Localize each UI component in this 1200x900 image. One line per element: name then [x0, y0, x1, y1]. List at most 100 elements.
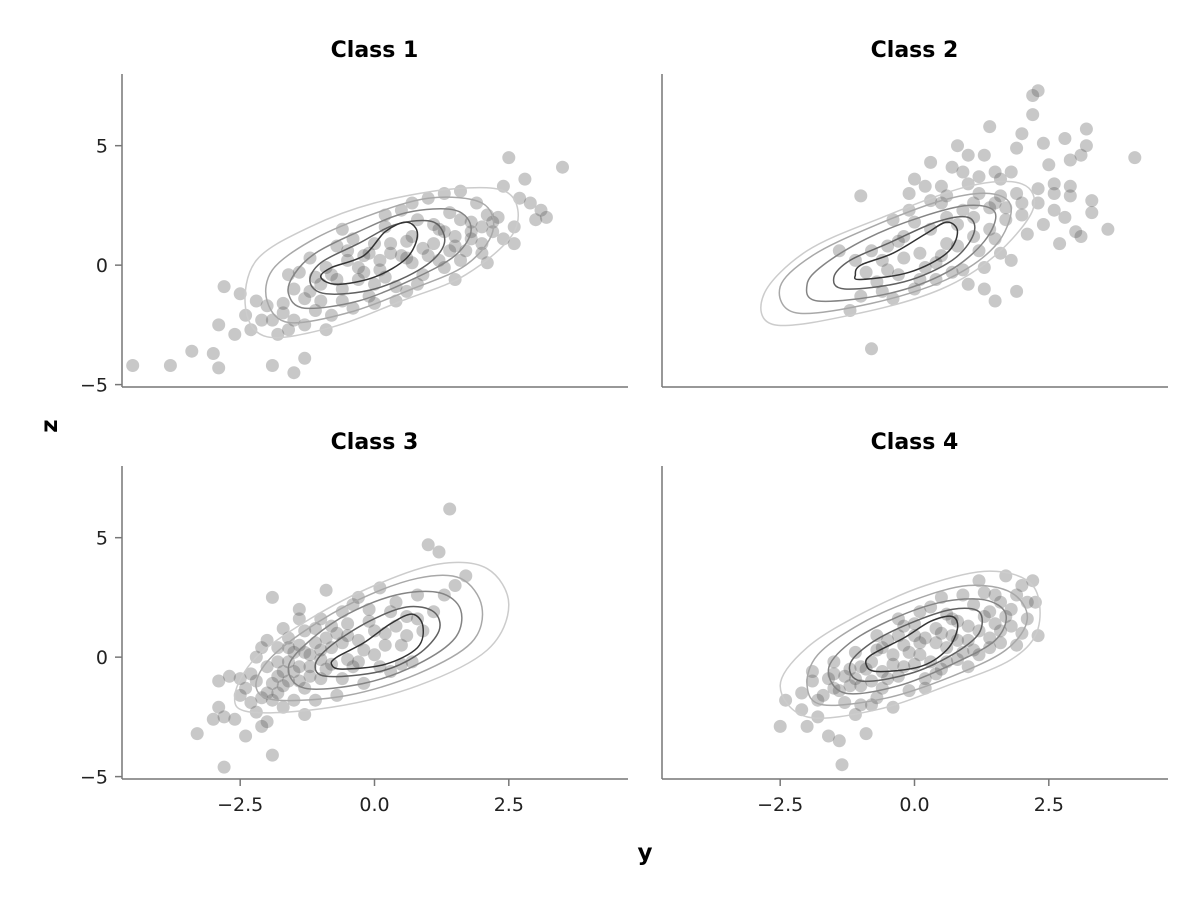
- data-point: [902, 645, 916, 659]
- y-tick-label: 0: [96, 647, 108, 669]
- data-point: [260, 633, 274, 647]
- data-point: [351, 655, 365, 669]
- density-contour: [233, 561, 510, 714]
- data-point: [405, 230, 419, 243]
- density-contours: [244, 186, 519, 339]
- data-point: [287, 313, 301, 327]
- data-point: [411, 612, 424, 626]
- data-point: [827, 655, 841, 669]
- data-point: [1015, 127, 1029, 141]
- data-point: [934, 179, 948, 193]
- y-tick-label: 5: [96, 136, 108, 158]
- data-point: [228, 712, 242, 726]
- data-point: [222, 669, 236, 683]
- density-contour: [314, 605, 441, 678]
- y-tick-label: 0: [96, 255, 108, 277]
- data-point: [773, 719, 787, 733]
- data-point: [929, 622, 943, 635]
- data-point: [303, 648, 317, 662]
- data-point: [502, 151, 516, 165]
- data-point: [464, 232, 478, 246]
- data-point: [835, 758, 849, 772]
- data-point: [1004, 253, 1018, 267]
- data-point: [303, 660, 317, 674]
- data-point: [961, 633, 975, 647]
- data-point: [212, 700, 226, 714]
- data-point: [287, 645, 301, 659]
- data-point: [239, 681, 253, 695]
- data-point: [443, 244, 457, 258]
- data-point: [1010, 588, 1024, 602]
- data-point: [1128, 151, 1142, 165]
- data-point: [967, 210, 981, 224]
- data-point: [956, 645, 970, 659]
- data-point: [1063, 179, 1077, 193]
- data-point: [934, 626, 948, 640]
- data-point: [848, 645, 862, 659]
- data-point: [513, 191, 527, 205]
- data-point: [400, 610, 414, 623]
- density-contour: [832, 215, 976, 290]
- data-point: [448, 230, 462, 243]
- data-point: [239, 729, 253, 743]
- data-point: [934, 590, 948, 604]
- data-point: [276, 306, 290, 320]
- data-point: [1085, 194, 1099, 208]
- data-point: [314, 294, 328, 308]
- panel-title: Class 1: [331, 38, 419, 63]
- data-point: [811, 693, 825, 707]
- data-point: [805, 674, 819, 688]
- density-contour: [805, 204, 997, 303]
- data-point: [421, 249, 435, 263]
- data-point: [303, 669, 317, 683]
- data-point: [212, 674, 226, 688]
- data-point: [913, 605, 927, 619]
- data-point: [335, 222, 349, 236]
- data-point: [556, 160, 569, 174]
- data-point: [961, 619, 975, 633]
- data-point: [1047, 187, 1061, 200]
- data-point: [260, 715, 274, 729]
- data-point: [346, 660, 360, 674]
- data-point: [977, 282, 991, 296]
- data-point: [529, 213, 543, 227]
- data-point: [1036, 136, 1050, 150]
- data-point: [185, 344, 199, 358]
- data-point: [432, 545, 446, 559]
- data-point: [848, 253, 862, 267]
- data-point: [951, 218, 964, 231]
- data-point: [126, 359, 140, 372]
- panel-title: Class 4: [871, 430, 959, 455]
- data-point: [918, 179, 932, 193]
- data-point: [854, 679, 868, 693]
- data-point: [967, 196, 981, 210]
- data-point: [282, 674, 295, 688]
- data-point: [945, 629, 959, 643]
- data-point: [832, 734, 846, 748]
- scatter-points: [126, 151, 569, 380]
- data-point: [244, 667, 258, 681]
- data-point: [292, 660, 306, 674]
- data-point: [287, 665, 301, 678]
- data-point: [961, 177, 975, 191]
- scatter-points: [832, 84, 1142, 356]
- data-point: [384, 237, 398, 251]
- data-point: [292, 265, 306, 279]
- data-point: [838, 696, 852, 709]
- x-tick-label: −2.5: [757, 794, 803, 816]
- data-point: [443, 206, 457, 220]
- data-point: [1069, 225, 1083, 239]
- data-point: [443, 502, 457, 516]
- data-point: [298, 351, 312, 365]
- data-point: [325, 641, 338, 655]
- data-point: [977, 586, 991, 600]
- data-point: [929, 636, 943, 650]
- data-point: [271, 686, 285, 700]
- data-point: [276, 679, 290, 693]
- data-point: [292, 602, 306, 616]
- panel-class-1: Class 1 −5 0 5: [80, 38, 628, 397]
- data-point: [255, 691, 269, 705]
- data-point: [961, 277, 975, 291]
- x-tick-label: 0.0: [359, 794, 389, 816]
- data-point: [265, 313, 279, 327]
